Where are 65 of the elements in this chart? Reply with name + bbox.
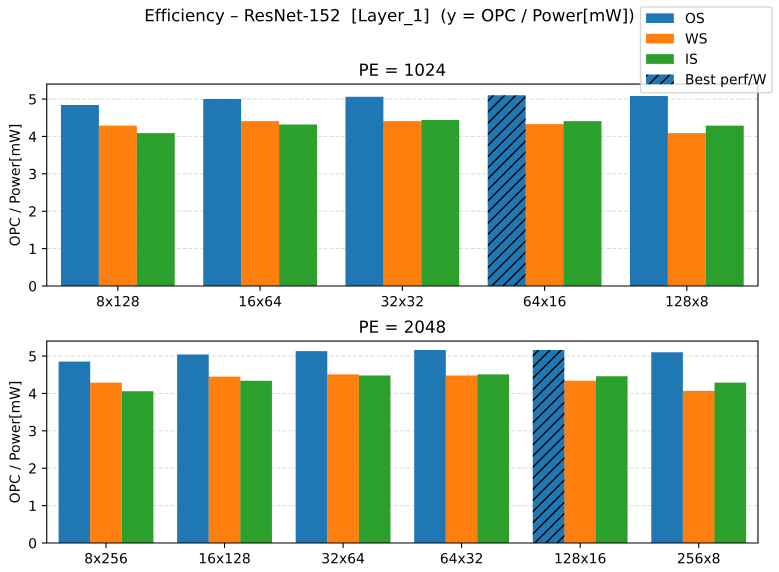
bar	[90, 382, 122, 543]
y-tick-label: 1	[30, 244, 36, 254]
bar	[177, 354, 209, 543]
x-tick-label: 128x8	[666, 296, 708, 306]
bar	[122, 391, 154, 543]
bar	[240, 380, 272, 543]
bar	[327, 374, 359, 543]
y-tick-label: 2	[29, 206, 36, 216]
y-tick-label: 4	[28, 388, 36, 399]
x-tick-label: 16x128	[200, 552, 250, 564]
y-axis-title: OPC / Power[mW]	[9, 124, 22, 246]
x-tick-label: 8x256	[85, 552, 127, 564]
bar	[136, 133, 175, 286]
y-tick-label: 3	[29, 168, 36, 180]
bar	[477, 374, 510, 543]
x-tick-label: 128x16	[555, 552, 606, 564]
bar	[296, 351, 328, 543]
bar	[279, 124, 318, 286]
x-tick-label: 32x32	[382, 296, 423, 306]
bar	[421, 120, 460, 286]
y-tick-label: 2	[29, 463, 36, 474]
bar	[488, 95, 526, 286]
bar	[58, 362, 90, 543]
y-tick-label: 5	[29, 351, 36, 362]
bar	[532, 350, 564, 543]
legend-label: WS	[685, 33, 707, 44]
x-tick-label: 64x16	[524, 296, 566, 306]
bar	[668, 133, 706, 286]
bar	[682, 390, 715, 543]
x-tick-label: 32x64	[322, 552, 364, 564]
bar	[526, 124, 564, 286]
bar	[706, 126, 744, 286]
legend-label: OS	[686, 12, 704, 24]
bar	[60, 105, 99, 286]
y-tick-label: 1	[30, 500, 36, 511]
bar	[345, 96, 384, 286]
bar	[651, 352, 683, 543]
bar	[564, 380, 596, 543]
chart-title: Efficiency – ResNet-152 [Layer_1] (y = OPC / Power[mW])	[146, 8, 634, 26]
bar	[596, 376, 628, 543]
y-tick-label: 3	[29, 426, 36, 436]
bar	[241, 121, 280, 286]
y-axis-title: OPC / Power[mW]	[9, 382, 22, 503]
bar	[203, 99, 242, 286]
y-tick-label: 0	[29, 538, 36, 548]
x-tick-label: 16x64	[240, 296, 282, 306]
bar	[358, 375, 390, 543]
y-tick-label: 5	[29, 94, 36, 105]
y-tick-label: 4	[28, 132, 36, 142]
bar	[414, 350, 446, 543]
bar	[383, 121, 422, 286]
bar	[98, 126, 137, 286]
legend-label: Best perf/W	[686, 74, 766, 88]
x-tick-label: 64x32	[440, 552, 482, 564]
chart-subtitle: PE = 1024	[360, 63, 446, 76]
chart-subtitle: PE = 2048	[360, 320, 445, 333]
bar	[208, 376, 240, 543]
bar	[714, 382, 746, 543]
bar	[446, 375, 478, 543]
y-tick-label: 0	[29, 280, 36, 292]
x-tick-label: 8x128	[97, 296, 139, 306]
bar	[564, 121, 602, 286]
bar	[630, 96, 668, 286]
x-tick-label: 256x8	[678, 552, 720, 564]
legend-label: IS	[686, 54, 698, 64]
